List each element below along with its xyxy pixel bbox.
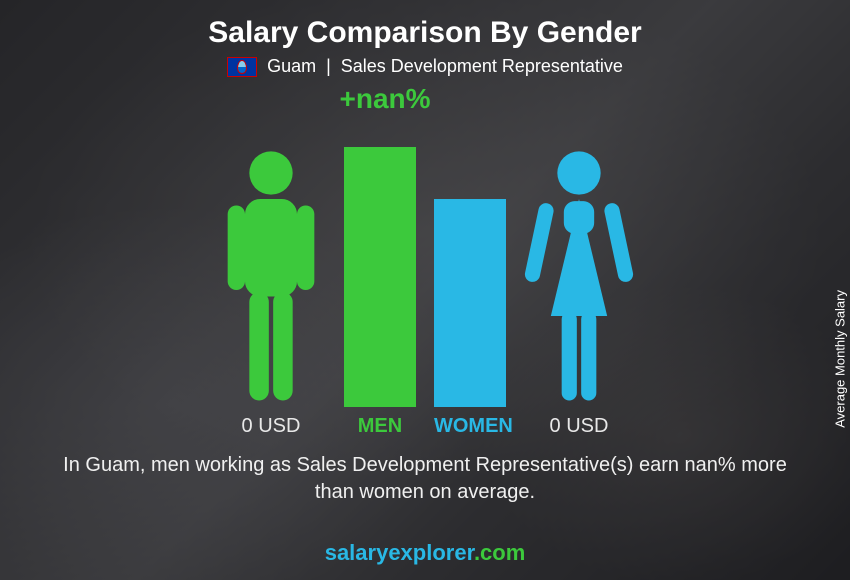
female-value-label: 0 USD xyxy=(524,415,634,438)
female-bar-column xyxy=(434,199,506,407)
chart-labels-row: 0 USD MEN WOMEN 0 USD xyxy=(216,415,634,438)
male-bar-column xyxy=(344,147,416,407)
separator: | xyxy=(326,56,331,77)
chart-area xyxy=(216,117,634,407)
subtitle-row: Guam | Sales Development Representative xyxy=(227,56,623,77)
page-title: Salary Comparison By Gender xyxy=(208,16,641,50)
female-bar xyxy=(434,199,506,407)
male-person-icon xyxy=(216,147,326,407)
content-wrapper: Salary Comparison By Gender Guam | Sales… xyxy=(0,0,850,580)
description-text: In Guam, men working as Sales Developmen… xyxy=(50,452,800,506)
female-icon-column xyxy=(524,147,634,407)
brand-name: salaryexplorer xyxy=(325,540,474,565)
male-icon-column xyxy=(216,147,326,407)
brand-tld: .com xyxy=(474,540,525,565)
guam-flag-icon xyxy=(227,57,257,77)
female-category-label: WOMEN xyxy=(434,415,506,438)
location-label: Guam xyxy=(267,56,316,77)
male-value-label: 0 USD xyxy=(216,415,326,438)
female-person-icon xyxy=(524,147,634,407)
male-bar xyxy=(344,147,416,407)
percentage-delta-label: +nan% xyxy=(339,83,430,115)
footer-brand: salaryexplorer.com xyxy=(0,540,850,566)
job-title-label: Sales Development Representative xyxy=(341,56,623,77)
male-category-label: MEN xyxy=(344,415,416,438)
